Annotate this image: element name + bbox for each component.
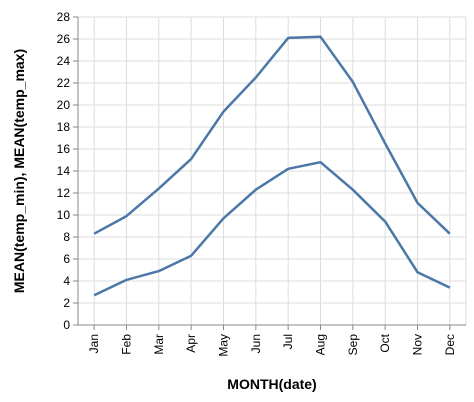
x-tick-label: May <box>217 334 231 357</box>
y-tick-label: 20 <box>57 98 71 112</box>
x-tick-label: Sep <box>346 334 360 356</box>
y-tick-label: 26 <box>57 32 71 46</box>
x-tick-label: Feb <box>120 334 134 355</box>
series-line-1 <box>93 35 451 235</box>
x-axis-title: MONTH(date) <box>227 376 316 392</box>
y-tick-label: 8 <box>63 230 70 244</box>
x-tick-label: Jun <box>249 334 263 353</box>
x-tick-label: Apr <box>184 334 198 353</box>
grid <box>78 16 467 326</box>
y-axis-title: MEAN(temp_min), MEAN(temp_max) <box>11 49 27 293</box>
y-tick-label: 24 <box>57 54 71 68</box>
y-tick-label: 18 <box>57 120 71 134</box>
x-tick-label: Mar <box>152 334 166 355</box>
series-layer <box>93 35 451 297</box>
x-tick-label: Dec <box>443 334 457 355</box>
y-tick-label: 22 <box>57 76 71 90</box>
x-tick-label: Aug <box>314 334 328 355</box>
y-tick-label: 28 <box>57 10 71 24</box>
x-tick-label: Oct <box>378 333 392 352</box>
x-tick-label: Jul <box>281 334 295 349</box>
y-tick-label: 16 <box>57 142 71 156</box>
y-tick-label: 14 <box>57 164 71 178</box>
y-tick-label: 4 <box>63 274 70 288</box>
y-tick-label: 6 <box>63 252 70 266</box>
y-tick-label: 2 <box>63 296 70 310</box>
series-line-2 <box>93 160 451 297</box>
y-tick-label: 12 <box>57 186 71 200</box>
x-tick-label: Jan <box>87 334 101 353</box>
y-tick-label: 10 <box>57 208 71 222</box>
x-tick-label: Nov <box>411 334 425 355</box>
y-tick-label: 0 <box>63 318 70 332</box>
